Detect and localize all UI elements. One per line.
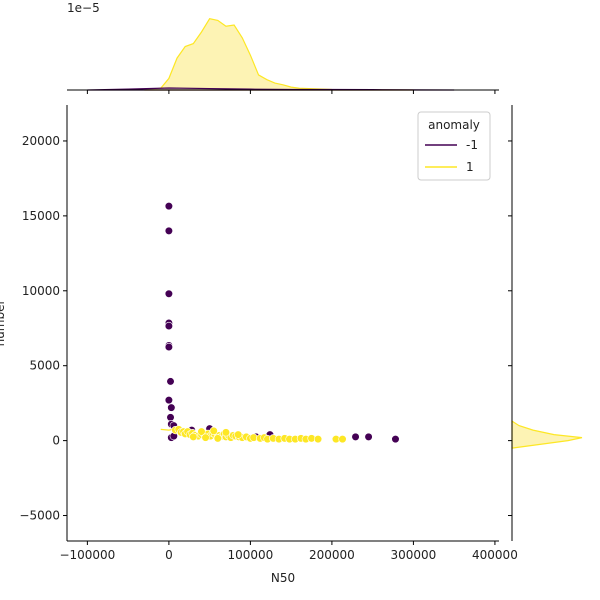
x-tick-label: 300000: [391, 548, 437, 562]
legend-label-1: 1: [466, 160, 474, 174]
scatter-point-neg1: [164, 289, 173, 298]
top-density-1: [144, 17, 414, 91]
scatter-point-1: [197, 427, 206, 436]
y-tick-label: 20000: [22, 134, 60, 148]
y-tick-label: 0: [52, 434, 60, 448]
top-marginal-density: [87, 17, 455, 91]
scatter-point-neg1: [164, 226, 173, 235]
scatter-point-neg1: [164, 321, 173, 331]
y-tick-label: −5000: [19, 509, 60, 523]
x-axis-label: N50: [271, 571, 295, 585]
y-ticks: −5000 0 5000 10000 15000 20000: [19, 134, 67, 523]
scatter-point-1: [209, 426, 218, 435]
scatter-point-neg1: [164, 202, 173, 211]
legend: anomaly -1 1: [417, 111, 491, 181]
legend-label-neg1: -1: [466, 138, 478, 152]
scatter-point-neg1: [167, 403, 176, 412]
x-ticks: −100000 0 100000 200000 300000 400000: [59, 541, 518, 562]
top-axis-offset-label: 1e−5: [67, 1, 100, 15]
scatter-point-neg1: [166, 377, 175, 386]
x-tick-label: 400000: [472, 548, 518, 562]
scatter-point-neg1: [166, 413, 175, 422]
y-tick-label: 15000: [22, 209, 60, 223]
right-marginal-density: [511, 420, 583, 449]
x-tick-label: 0: [165, 548, 173, 562]
legend-title: anomaly: [428, 118, 480, 132]
right-density-1: [511, 420, 583, 449]
y-tick-label: 10000: [22, 284, 60, 298]
scatter-layer: [160, 202, 400, 444]
scatter-point-1: [201, 433, 210, 442]
scatter-point-1: [234, 430, 243, 439]
top-marginal-ticks: [86, 90, 496, 94]
scatter-point-1: [213, 434, 222, 443]
scatter-point-neg1: [364, 432, 373, 441]
scatter-point-1: [313, 435, 323, 444]
scatter-point-neg1: [351, 432, 360, 441]
y-axis-label: number: [0, 300, 7, 347]
x-tick-label: −100000: [59, 548, 115, 562]
scatter-point-1: [221, 428, 231, 437]
scatter-point-neg1: [164, 342, 173, 352]
right-marginal-ticks: [508, 140, 512, 517]
scatter-point-neg1: [391, 435, 400, 444]
scatter-point-1: [338, 435, 347, 444]
y-tick-label: 5000: [29, 359, 60, 373]
x-tick-label: 100000: [227, 548, 273, 562]
x-tick-label: 200000: [309, 548, 355, 562]
scatter-point-neg1: [164, 396, 173, 405]
legend-box: [417, 111, 491, 181]
scatter-point-1: [189, 432, 198, 441]
